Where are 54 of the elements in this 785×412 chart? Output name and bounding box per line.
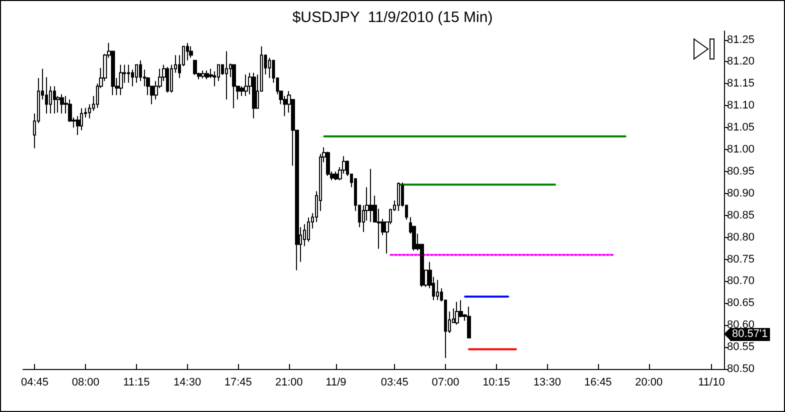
- y-tick-label: 80.75: [727, 253, 755, 266]
- candlestick: [244, 74, 248, 96]
- x-tick-label: 21:00: [275, 376, 303, 388]
- y-tick-label: 81.10: [727, 100, 755, 112]
- x-tick-label: 08:00: [72, 376, 100, 388]
- x-tick-label: 14:30: [174, 376, 202, 388]
- text: 80.57'1: [730, 328, 770, 341]
- y-tick-label: 80.90: [727, 187, 755, 200]
- y-tick-label: 80.70: [727, 275, 755, 288]
- candlestick: [135, 64, 138, 84]
- candlestick: [397, 182, 400, 212]
- y-tick-label: 80.50: [727, 363, 755, 375]
- x-tick-label: 07:00: [432, 376, 460, 388]
- y-tick-label: 80.65: [727, 297, 755, 310]
- x-tick-label: 11/10: [698, 376, 725, 388]
- candlestick: [201, 70, 205, 79]
- candlestick: [119, 64, 123, 96]
- candlestick: [60, 94, 64, 114]
- candlestick: [326, 151, 330, 176]
- x-tick-label: 13:30: [533, 376, 561, 388]
- y-tick-label: 80.95: [727, 165, 755, 178]
- candlestick: [467, 306, 471, 338]
- x-tick-label: 11/9: [326, 376, 346, 388]
- candlestick: [166, 66, 169, 93]
- candlestick: [307, 217, 310, 242]
- candlestick: [80, 108, 83, 131]
- candlestick: [205, 70, 209, 80]
- x-tick-label: 03:45: [380, 376, 408, 388]
- y-tick-label: 80.55: [727, 341, 755, 354]
- candlestick: [53, 86, 56, 114]
- x-tick-label: 10:15: [482, 376, 510, 388]
- candlestick: [369, 168, 373, 222]
- candlestick: [334, 170, 338, 181]
- y-tick-label: 81.25: [727, 34, 755, 46]
- candlestick: [193, 60, 197, 76]
- x-tick-label: 17:45: [224, 376, 252, 388]
- y-tick-label: 81.20: [727, 56, 755, 68]
- y-tick-label: 81.05: [727, 122, 755, 134]
- candlestick: [127, 64, 130, 84]
- candlestick: [189, 46, 193, 58]
- chart-title: $USDJPY 11/9/2010 (15 Min): [292, 9, 493, 26]
- y-tick-label: 81.00: [727, 144, 755, 156]
- y-tick-label: 80.80: [727, 231, 755, 244]
- x-tick-label: 04:45: [20, 376, 48, 388]
- x-tick-label: 11:15: [123, 376, 150, 388]
- y-tick-label: 81.15: [727, 78, 755, 90]
- y-tick-label: 80.85: [727, 209, 755, 222]
- candlestick: [252, 72, 256, 119]
- candlestick: [436, 279, 439, 301]
- candlestick: [225, 50, 228, 100]
- x-tick-label: 20:00: [635, 376, 663, 388]
- candlestick: [232, 64, 236, 109]
- x-tick-label: 16:45: [584, 376, 612, 388]
- candlestick: [455, 301, 459, 326]
